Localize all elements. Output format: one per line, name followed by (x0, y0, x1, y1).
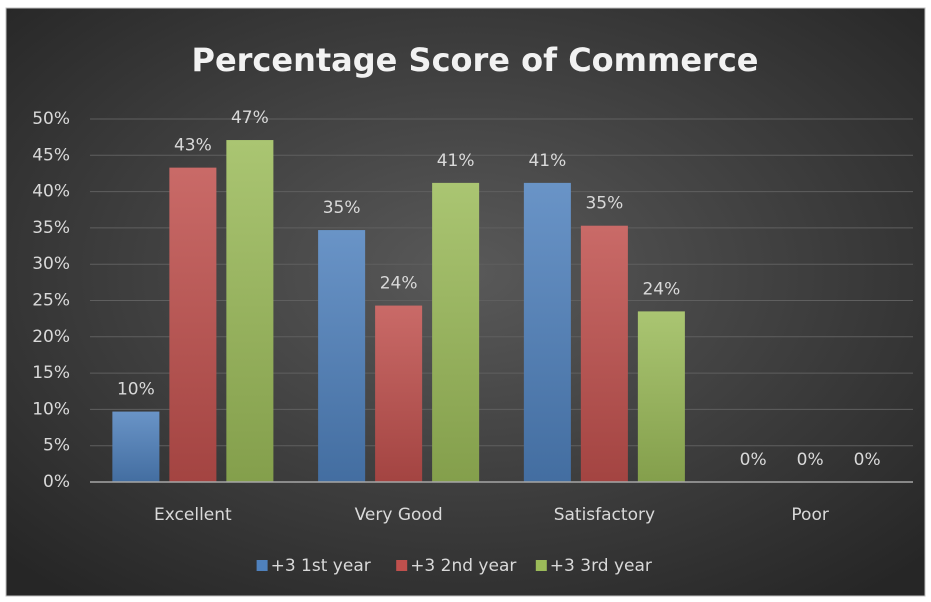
y-tick-label: 25% (32, 291, 70, 311)
bar-shade (169, 167, 217, 482)
bar-shade (375, 305, 423, 482)
x-tick-label: Very Good (355, 505, 443, 525)
y-tick-label: 50% (32, 109, 70, 129)
y-tick-label: 30% (32, 254, 70, 274)
bar-shade (318, 230, 366, 482)
legend-label: +3 3rd year (550, 556, 652, 576)
x-tick-label: Excellent (154, 505, 232, 525)
value-label: 43% (174, 136, 212, 156)
legend-swatch (396, 560, 408, 571)
bar-shade (432, 182, 480, 482)
y-tick-label: 15% (32, 363, 70, 383)
value-label: 41% (437, 151, 475, 171)
legend-label: +3 1st year (271, 556, 371, 576)
value-label: 10% (117, 380, 155, 400)
bar-shade (523, 182, 571, 482)
bar-shade (226, 140, 274, 482)
y-tick-label: 20% (32, 327, 70, 347)
y-tick-label: 10% (32, 399, 70, 419)
x-tick-label: Satisfactory (554, 505, 655, 525)
legend-swatch (535, 560, 547, 571)
value-label: 0% (854, 450, 881, 470)
value-label: 35% (585, 194, 623, 214)
y-tick-label: 0% (43, 472, 70, 492)
x-tick-label: Poor (791, 505, 828, 525)
legend-swatch (256, 560, 268, 571)
y-tick-label: 40% (32, 182, 70, 202)
y-tick-label: 5% (43, 436, 70, 456)
value-label: 24% (642, 279, 680, 299)
bar-shade (112, 411, 160, 482)
value-label: 0% (797, 450, 824, 470)
value-label: 47% (231, 108, 269, 128)
bar-shade (637, 311, 685, 482)
legend-label: +3 2nd year (410, 556, 516, 576)
value-label: 41% (528, 151, 566, 171)
chart-title: Percentage Score of Commerce (191, 41, 758, 79)
value-label: 35% (323, 198, 361, 218)
bar-shade (580, 225, 628, 483)
y-tick-label: 45% (32, 145, 70, 165)
y-tick-label: 35% (32, 218, 70, 238)
value-label: 0% (740, 450, 767, 470)
value-label: 24% (380, 274, 418, 294)
